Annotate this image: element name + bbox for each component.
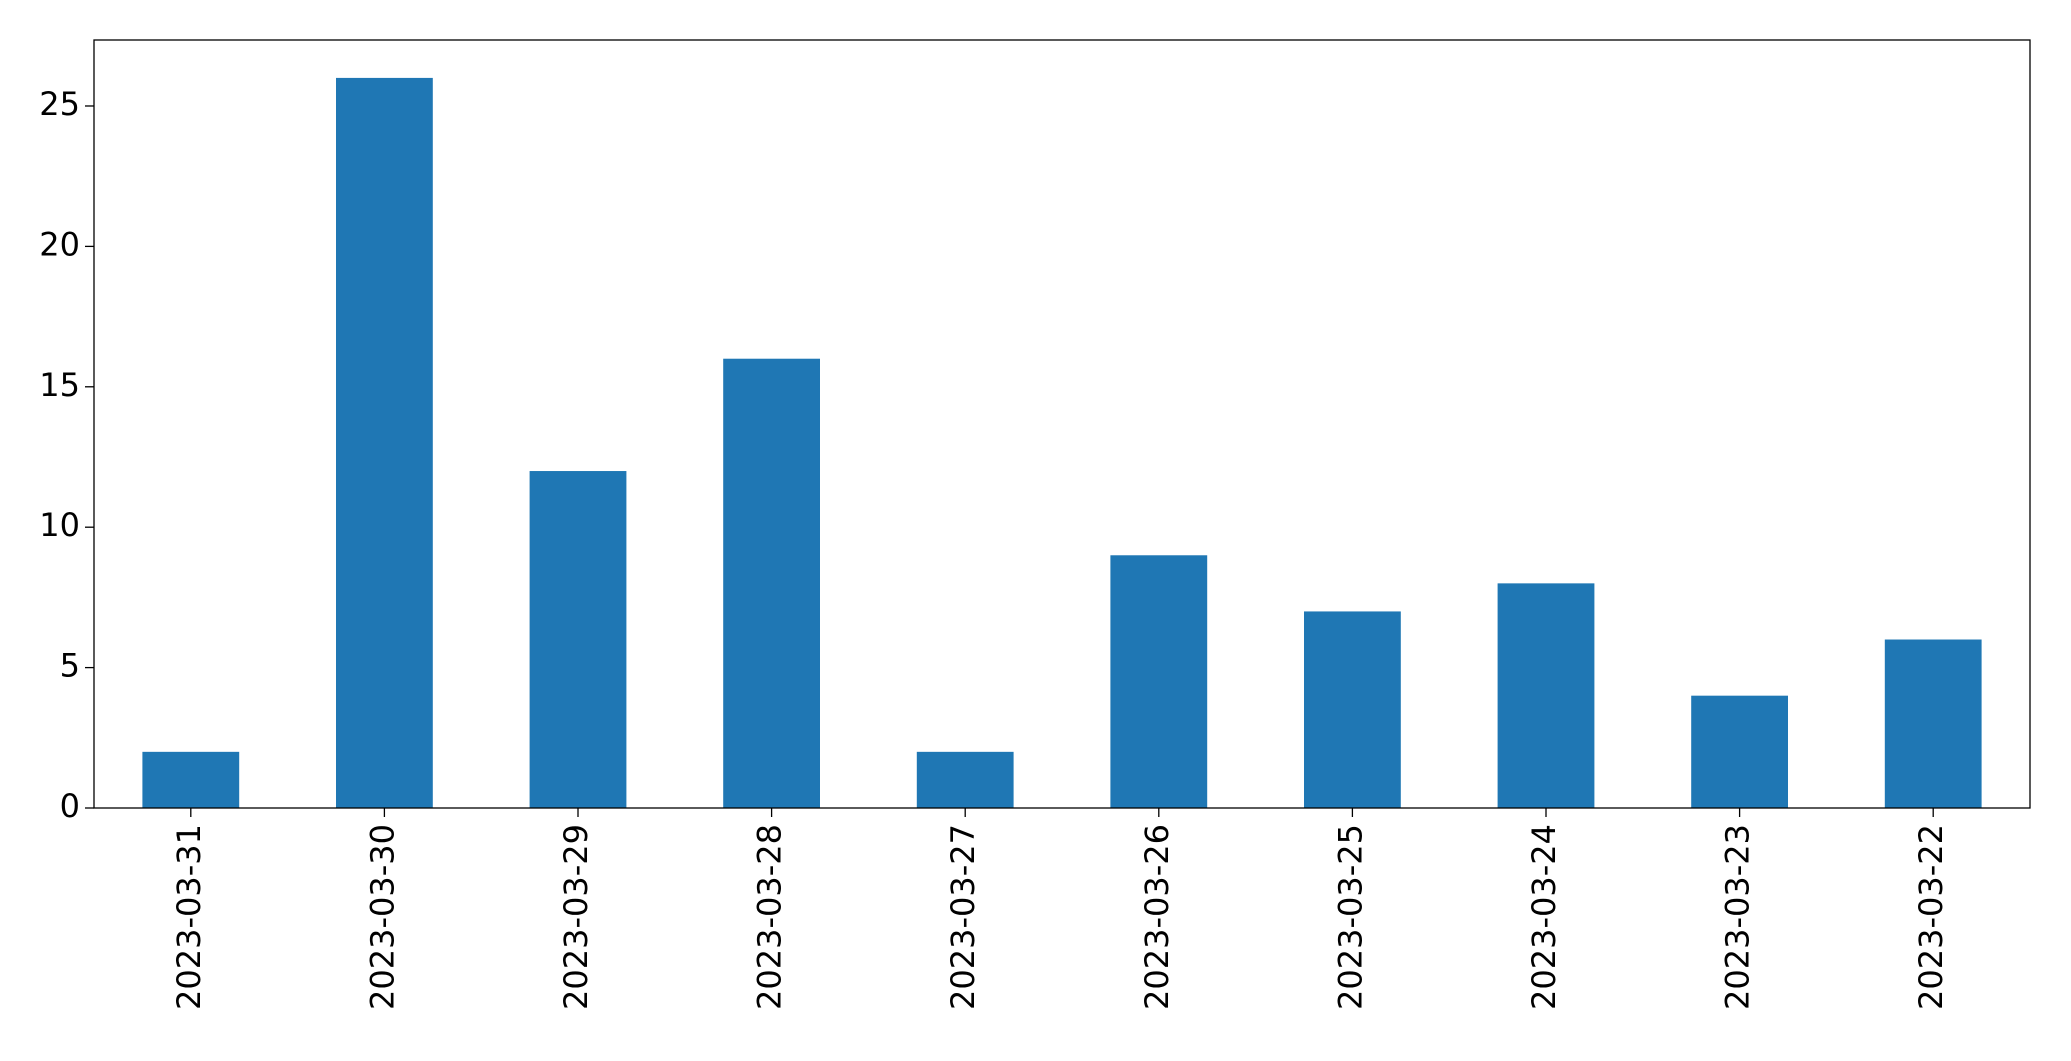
x-tick-label: 2023-03-28 <box>751 824 789 1010</box>
bar <box>1691 695 1788 808</box>
bar <box>1497 583 1595 808</box>
y-tick-label: 5 <box>60 647 80 685</box>
y-tick-label: 10 <box>39 506 80 544</box>
y-tick-label: 25 <box>39 85 80 123</box>
bar <box>142 751 240 808</box>
bar <box>1304 611 1401 808</box>
bar <box>1884 639 1982 808</box>
x-tick-label: 2023-03-27 <box>944 824 982 1010</box>
x-tick-label: 2023-03-29 <box>557 824 595 1010</box>
x-tick-label: 2023-03-26 <box>1138 824 1176 1010</box>
bar <box>723 358 820 808</box>
bar <box>336 77 433 809</box>
x-tick-label: 2023-03-24 <box>1525 824 1563 1010</box>
y-tick-label: 0 <box>60 787 80 825</box>
y-tick-label: 15 <box>39 366 80 404</box>
x-tick-label: 2023-03-22 <box>1912 824 1950 1010</box>
x-tick-label: 2023-03-23 <box>1719 824 1757 1010</box>
x-tick-label: 2023-03-30 <box>363 824 401 1010</box>
bar <box>529 471 627 808</box>
x-tick-label: 2023-03-25 <box>1331 824 1369 1010</box>
axes-frame <box>93 39 2031 809</box>
bar <box>1110 555 1208 808</box>
y-tick-label: 20 <box>39 225 80 263</box>
bar <box>916 751 1014 808</box>
x-tick-label: 2023-03-31 <box>170 824 208 1010</box>
